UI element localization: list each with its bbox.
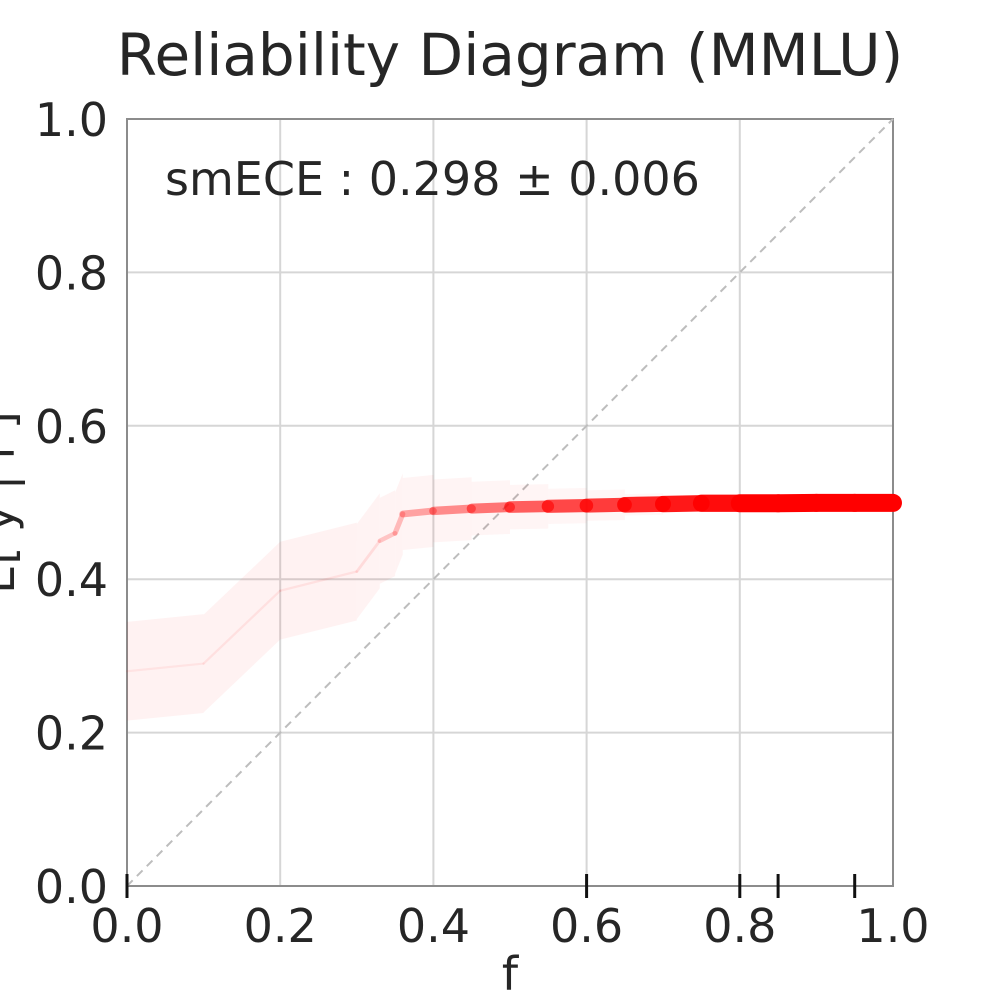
curve-segment-8 <box>466 502 515 514</box>
calibration-curve <box>125 493 902 673</box>
band-segment-4 <box>379 490 396 584</box>
band-segment-7 <box>433 477 472 543</box>
x-tick-label-1: 0.2 <box>244 899 317 953</box>
curve-segment-0 <box>125 662 205 673</box>
band-segment-3 <box>356 493 380 620</box>
chart-title: Reliability Diagram (MMLU) <box>117 21 903 89</box>
y-tick-label-1: 0.2 <box>35 707 108 761</box>
band-segment-2 <box>280 522 357 640</box>
band-segment-1 <box>203 541 281 713</box>
x-tick-label-4: 0.8 <box>703 899 776 953</box>
curve-segment-2 <box>279 570 358 592</box>
y-tick-label-2: 0.4 <box>35 553 108 607</box>
y-tick-label-4: 0.8 <box>35 246 108 300</box>
curve-segment-6 <box>399 507 437 518</box>
x-tick-labels: 0.0 0.2 0.4 0.6 0.8 1.0 <box>90 899 929 953</box>
curve-segment-5 <box>392 511 406 536</box>
x-tick-label-5: 1.0 <box>856 899 929 953</box>
smece-annotation: smECE : 0.298 ± 0.006 <box>165 152 700 206</box>
y-tick-label-0: 0.0 <box>35 860 108 914</box>
y-tick-label-5: 1.0 <box>35 93 108 147</box>
y-tick-label-3: 0.6 <box>35 400 108 454</box>
curve-segment-3 <box>355 539 382 573</box>
band-segment-6 <box>402 474 434 551</box>
band-segment-5 <box>395 473 403 574</box>
x-tick-label-3: 0.6 <box>550 899 623 953</box>
y-tick-labels: 0.0 0.2 0.4 0.6 0.8 1.0 <box>35 93 108 914</box>
x-axis-label: f <box>502 947 520 997</box>
rug-ticks <box>125 874 857 898</box>
x-tick-label-0: 0.0 <box>90 899 163 953</box>
x-tick-label-2: 0.4 <box>397 899 470 953</box>
reference-diagonal <box>126 118 894 887</box>
band-segment-0 <box>127 614 204 721</box>
curve-segment-4 <box>377 530 398 544</box>
curve-segment-7 <box>429 504 476 516</box>
y-axis-label: E[ y | f ] <box>0 411 26 593</box>
confidence-band <box>127 473 510 721</box>
curve-segment-1 <box>202 589 282 665</box>
